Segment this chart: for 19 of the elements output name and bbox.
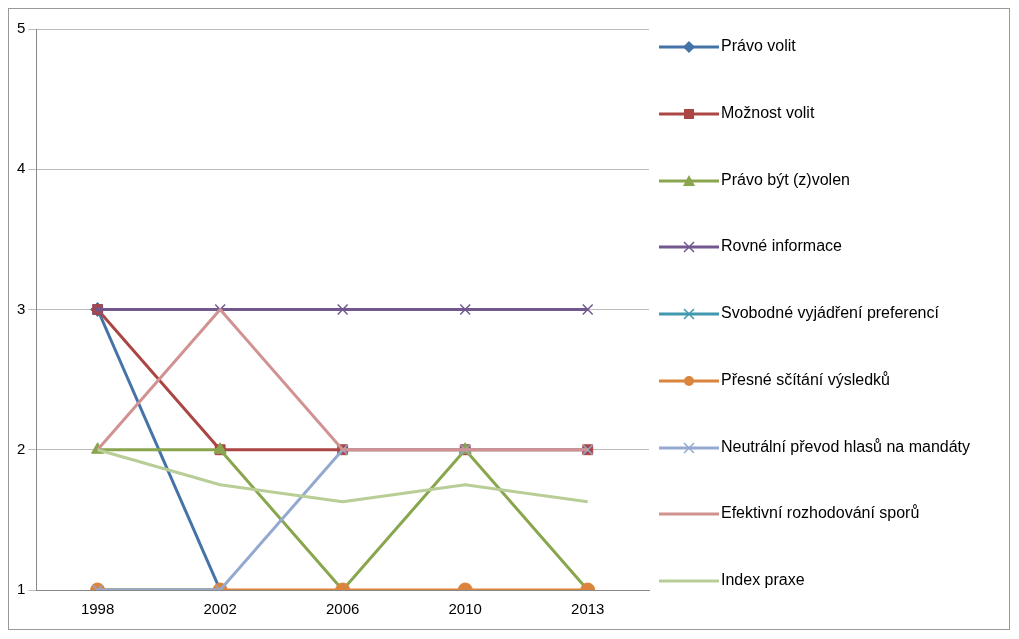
legend-label: Efektivní rozhodování sporů [721,504,920,523]
x-tick-label: 2006 [325,600,360,618]
legend-label: Index praxe [721,571,805,589]
y-tick-label: 5 [17,19,26,37]
x-tick-label: 2013 [571,600,605,618]
legend-label: Přesné sčítání výsledků [721,370,890,389]
legend-label: Právo být (z)volen [721,170,850,189]
x-tick-label: 2002 [203,600,237,618]
y-tick-label: 3 [17,299,26,317]
legend-label: Právo volit [721,37,796,55]
legend-label: Neutrální převod hlasů na mandáty [721,437,971,456]
legend-label: Svobodné vyjádření preferencí [721,304,939,322]
x-tick-label: 1998 [80,600,115,618]
legend-label: Možnost volit [721,103,815,122]
y-tick-label: 4 [17,159,26,177]
x-tick-label: 2010 [448,600,482,618]
legend-label: Rovné informace [721,237,842,256]
y-tick-label: 1 [17,580,26,598]
y-tick-label: 2 [17,439,26,457]
